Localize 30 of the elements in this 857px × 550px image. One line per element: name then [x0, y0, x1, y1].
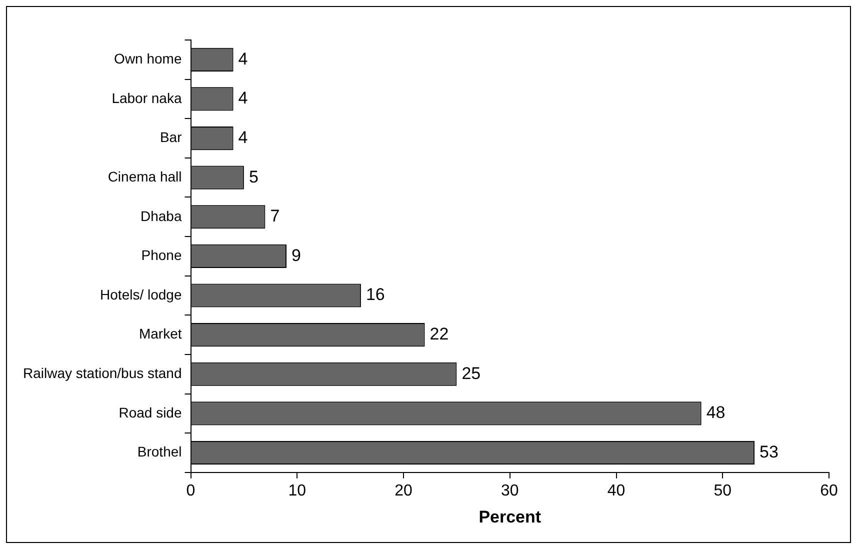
data-label: 53	[760, 442, 778, 462]
x-tick-label: 40	[607, 482, 626, 500]
x-tick-label: 30	[500, 482, 519, 500]
data-label: 5	[248, 167, 258, 186]
x-tick-label: 10	[288, 482, 306, 500]
y-tick-label: Market	[138, 326, 182, 342]
y-tick-label: Labor naka	[112, 90, 182, 106]
x-tick-label: 60	[820, 482, 838, 500]
y-tick-label: Bar	[160, 129, 182, 146]
data-label: 16	[366, 285, 385, 304]
y-tick-label: Hotels/ lodge	[100, 286, 182, 302]
data-label: 4	[238, 49, 248, 68]
y-tick-label: Railway station/bus stand	[22, 364, 182, 381]
y-tick-label: Dhaba	[140, 208, 182, 224]
data-label: 9	[291, 246, 301, 265]
y-tick-label: Phone	[141, 247, 182, 264]
x-axis-title: Percent	[478, 507, 542, 526]
x-tick-label: 0	[186, 482, 196, 500]
x-tick-label: 20	[394, 482, 412, 500]
data-label: 7	[270, 206, 280, 226]
data-label: 4	[238, 128, 248, 147]
y-tick-label: Brothel	[137, 444, 182, 460]
x-tick-label: 50	[714, 482, 732, 500]
data-label: 48	[706, 403, 726, 422]
data-label: 22	[430, 324, 449, 344]
y-tick-label: Cinema hall	[108, 168, 182, 184]
y-tick-label: Own home	[114, 50, 182, 67]
y-tick-label: Road side	[118, 404, 182, 420]
data-label: 25	[462, 364, 481, 383]
data-label: 4	[238, 88, 248, 108]
